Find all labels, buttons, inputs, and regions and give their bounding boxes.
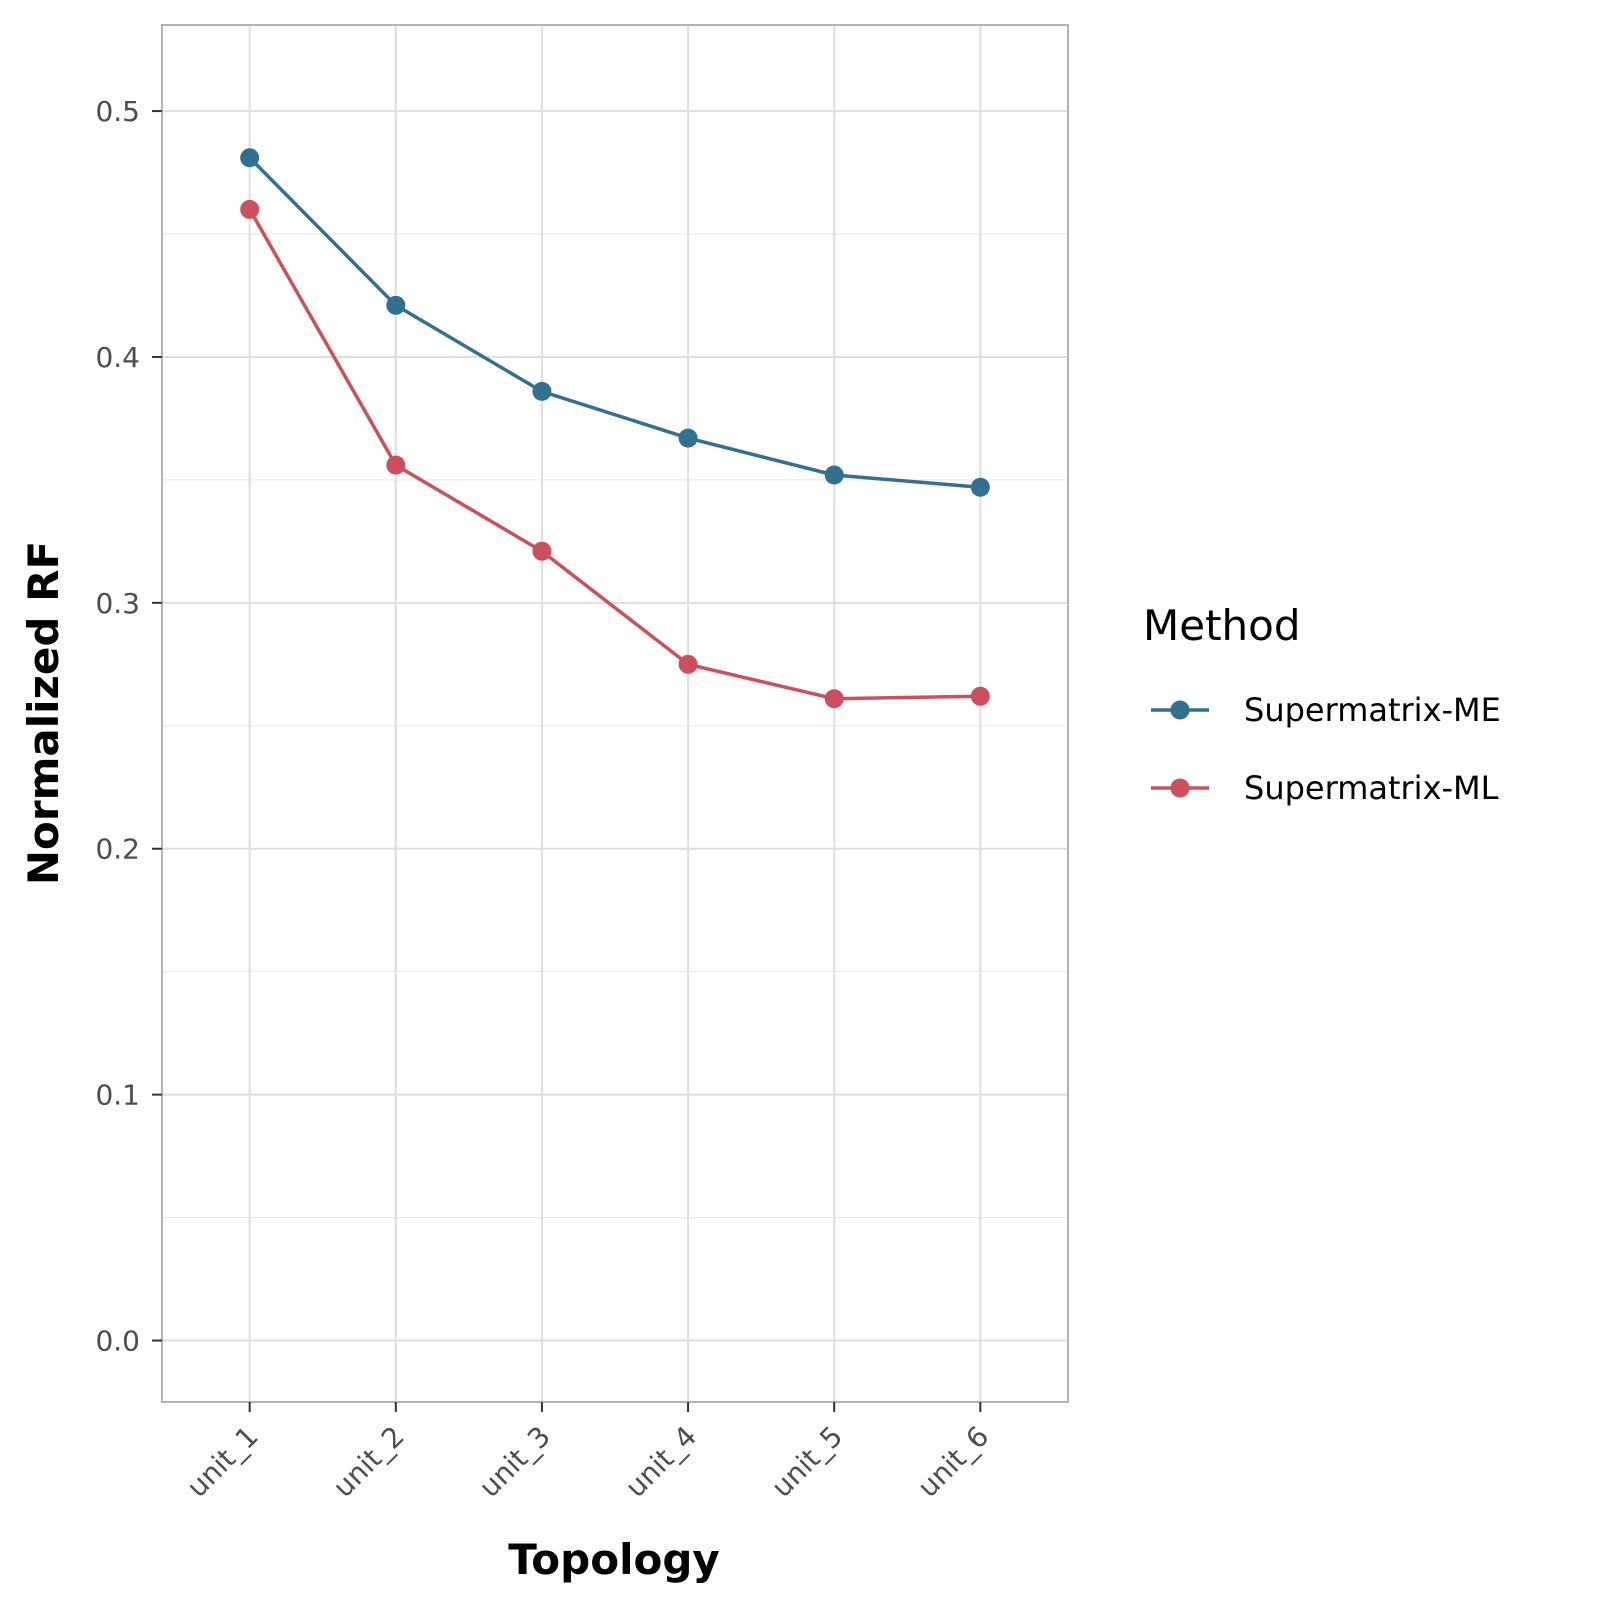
y-tick-label: 0.2 <box>95 833 140 866</box>
data-point <box>824 689 844 709</box>
legend-item: Supermatrix-ME <box>1151 691 1501 729</box>
data-point <box>678 654 698 674</box>
y-tick-label: 0.4 <box>95 341 140 374</box>
y-tick-label: 0.5 <box>95 95 140 128</box>
data-point <box>532 381 552 401</box>
series-layer <box>240 148 990 709</box>
legend-key-point <box>1170 778 1190 798</box>
data-point <box>970 686 990 706</box>
legend-item: Supermatrix-ML <box>1151 769 1499 807</box>
series-line <box>248 208 981 701</box>
data-point <box>532 541 552 561</box>
data-point <box>240 199 260 219</box>
data-point <box>240 148 260 168</box>
legend-key-point <box>1170 700 1190 720</box>
series-supermatrix-me <box>240 148 990 497</box>
data-point <box>386 455 406 475</box>
data-point <box>970 477 990 497</box>
data-point <box>824 465 844 485</box>
y-tick-label: 0.3 <box>95 587 140 620</box>
x-axis-title: Topology <box>508 1535 720 1584</box>
major-gridlines <box>162 25 1068 1402</box>
y-tick-label: 0.1 <box>95 1079 140 1112</box>
legend-label: Supermatrix-ML <box>1244 769 1499 807</box>
data-point <box>678 428 698 448</box>
data-point <box>386 295 406 315</box>
y-axis-ticks: 0.0 0.1 0.2 0.3 0.4 0.5 <box>95 95 162 1358</box>
series-line <box>248 156 981 490</box>
y-axis-title: Normalized RF <box>19 541 68 885</box>
legend-items: Supermatrix-ME Supermatrix-ML <box>1151 691 1501 807</box>
y-tick-label: 0.0 <box>95 1325 140 1358</box>
series-supermatrix-ml <box>240 199 990 709</box>
legend: Method Supermatrix-ME Supermatrix-ML <box>1143 601 1501 807</box>
plot-panel-border <box>161 24 1069 1403</box>
legend-title: Method <box>1143 601 1301 650</box>
legend-label: Supermatrix-ME <box>1244 691 1501 729</box>
minor-gridlines <box>162 233 1068 1219</box>
